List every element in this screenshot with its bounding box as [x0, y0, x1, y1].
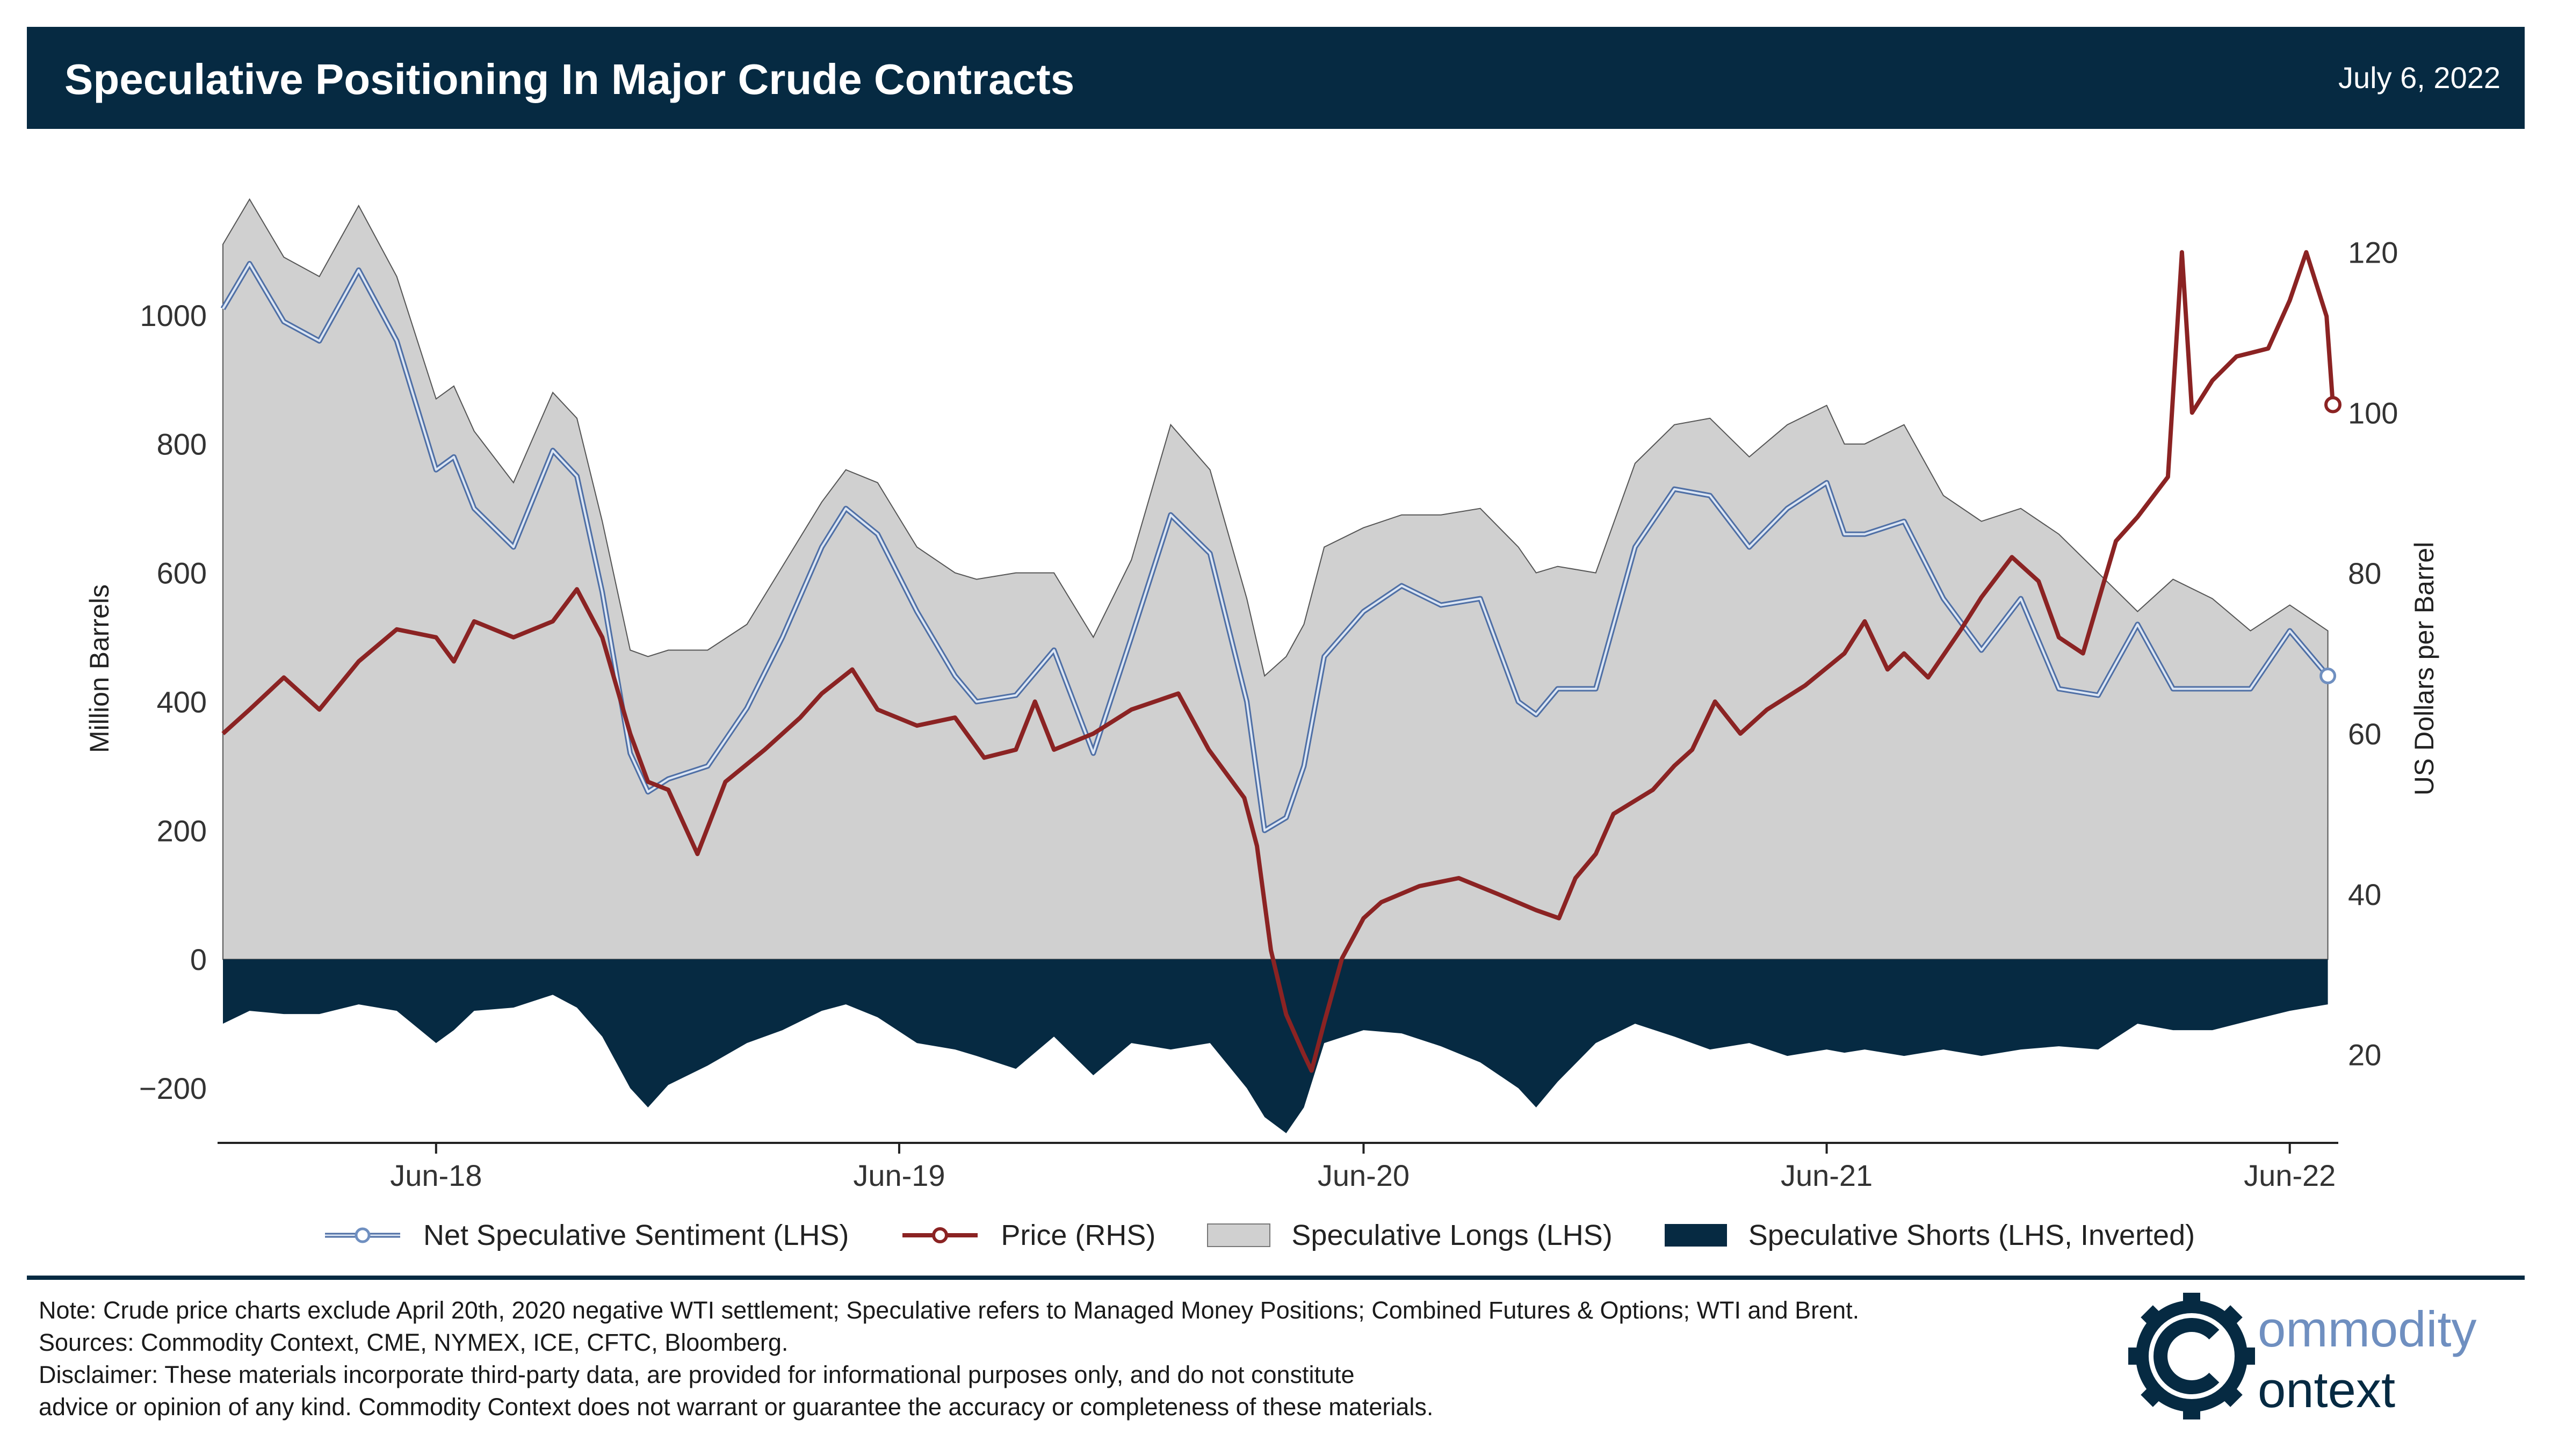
y-left-tick-label: 600 — [157, 556, 207, 590]
y-right-tick-label: 80 — [2348, 556, 2381, 590]
commodity-context-logo: ommodity ontext — [2128, 1293, 2476, 1419]
y-left-tick-label: 800 — [157, 428, 207, 461]
longs-area — [222, 198, 2329, 960]
footer-disclaimer-2: advice or opinion of any kind. Commodity… — [39, 1393, 1434, 1421]
footer-disclaimer-1: Disclaimer: These materials incorporate … — [39, 1361, 1355, 1388]
footer-notes: Note: Crude price charts exclude April 2… — [39, 1294, 1859, 1423]
legend-net-swatch — [325, 1227, 400, 1243]
y-left-tick-label: −200 — [139, 1071, 207, 1105]
footer-sources: Sources: Commodity Context, CME, NYMEX, … — [39, 1329, 789, 1356]
y-left-tick-label: 0 — [190, 943, 207, 976]
footer-note: Note: Crude price charts exclude April 2… — [39, 1296, 1860, 1324]
shorts-area — [223, 959, 2328, 1133]
chart-svg: Jun-18 Jun-19 Jun-20 Jun-21 Jun-221000800600… — [84, 198, 2439, 1192]
x-tick-label: Jun-19 — [853, 1158, 945, 1192]
legend-label-net: Net Speculative Sentiment (LHS) — [423, 1219, 849, 1251]
y-right-tick-label: 60 — [2348, 717, 2381, 751]
legend-item-net: Net Speculative Sentiment (LHS) — [322, 1219, 849, 1252]
legend-item-longs: Speculative Longs (LHS) — [1206, 1219, 1613, 1252]
gear-c-icon — [2128, 1293, 2255, 1419]
price-last-point — [2324, 396, 2342, 414]
price-line — [221, 250, 2335, 1073]
footer-divider — [27, 1276, 2525, 1280]
x-tick-label: Jun-21 — [1781, 1158, 1873, 1192]
net-sentiment-last-point — [2319, 667, 2337, 684]
y-left-tick-label: 1000 — [140, 299, 207, 332]
logo-line1: ommodity — [2258, 1301, 2476, 1357]
y-right-tick-label: 100 — [2348, 396, 2398, 430]
logo-line2: ontext — [2258, 1361, 2395, 1418]
legend-longs-swatch — [1207, 1223, 1271, 1247]
legend-label-price: Price (RHS) — [1001, 1219, 1156, 1251]
y-right-tick-label: 20 — [2348, 1038, 2381, 1072]
legend-price-swatch — [902, 1227, 978, 1243]
y-right-axis-title: US Dollars per Barrel — [2409, 542, 2439, 795]
legend-item-shorts: Speculative Shorts (LHS, Inverted) — [1664, 1219, 2195, 1252]
net-sentiment-line — [222, 262, 2329, 832]
y-left-axis-title: Million Barrels — [84, 584, 114, 753]
chart-date: July 6, 2022 — [2338, 61, 2501, 95]
legend: Net Speculative Sentiment (LHS) Price (R… — [322, 1214, 2246, 1257]
legend-label-longs: Speculative Longs (LHS) — [1291, 1219, 1613, 1251]
legend-shorts-swatch — [1664, 1224, 1727, 1247]
legend-label-shorts: Speculative Shorts (LHS, Inverted) — [1748, 1219, 2195, 1251]
chart-title: Speculative Positioning In Major Crude C… — [64, 55, 1075, 103]
legend-item-price: Price (RHS) — [900, 1219, 1155, 1252]
y-right-tick-label: 120 — [2348, 236, 2398, 270]
y-left-tick-label: 400 — [157, 685, 207, 719]
y-right-tick-label: 40 — [2348, 878, 2381, 911]
x-tick-label: Jun-20 — [1318, 1158, 1410, 1192]
y-left-tick-label: 200 — [157, 814, 207, 847]
header-bar: Speculative Positioning In Major Crude C… — [27, 27, 2525, 129]
x-tick-label: Jun-18 — [390, 1158, 482, 1192]
x-tick-label: Jun-22 — [2244, 1158, 2336, 1192]
